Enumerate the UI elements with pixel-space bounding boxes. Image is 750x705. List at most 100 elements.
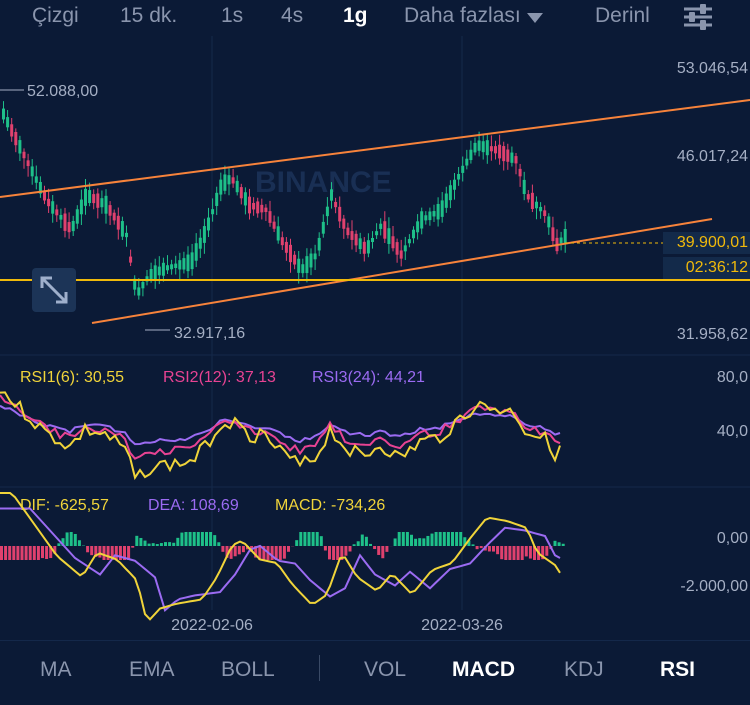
histogram-bar [221,546,225,552]
lower-trendline[interactable] [91,218,713,324]
candle [346,227,350,236]
candle [317,237,321,251]
candle [366,240,370,254]
more-dropdown[interactable]: Daha fazlası [404,4,543,28]
candle [75,209,79,224]
histogram-bar [196,532,200,546]
histogram-bar [114,546,118,560]
histogram-bar [102,546,106,560]
histogram-bar [508,546,512,560]
candle [239,187,243,199]
histogram-bar [65,532,69,546]
histogram-bar [57,543,61,546]
histogram-bar [381,546,385,559]
histogram-bar [131,546,135,548]
histogram-bar [475,546,479,550]
histogram-bar [262,546,266,560]
tab-1h[interactable]: 1s [221,4,244,27]
histogram-bar [315,532,319,546]
tab-rsi[interactable]: RSI [660,658,696,681]
histogram-bar [512,546,516,560]
expand-icon[interactable] [32,268,76,312]
indicator-tabs: MA EMA BOLL VOL MACD KDJ RSI [0,640,750,705]
histogram-bar [430,533,434,546]
candle [108,205,112,216]
histogram-bar [36,546,40,560]
candle [235,180,239,193]
histogram-bar [282,546,286,559]
candle [539,206,543,212]
tab-depth[interactable]: Derinlik [595,4,650,27]
histogram-bar [467,540,471,546]
candle [67,222,71,233]
candle [321,221,325,234]
macd-axis-label: 0,00 [717,530,748,547]
histogram-bar [258,546,262,560]
candle [293,254,297,265]
price-axis-label: 46.017,24 [677,148,748,165]
candle [424,215,428,221]
candle [174,263,178,268]
candle [330,189,333,201]
candle [457,174,461,180]
tab-ma[interactable]: MA [40,658,72,681]
histogram-bar [127,546,131,560]
macd-histogram [0,532,565,560]
candle [194,243,198,261]
candle [112,212,116,221]
histogram-bar [151,543,155,546]
histogram-bar [49,546,53,559]
tab-ema[interactable]: EMA [129,658,175,681]
candle [88,190,92,204]
histogram-bar [504,546,508,560]
candle [243,192,247,206]
candle [190,252,194,270]
histogram-bar [287,546,290,552]
tab-boll[interactable]: BOLL [221,658,275,681]
candle-countdown-tag: 02:36:12 [663,257,750,279]
candle [186,254,190,272]
histogram-bar [553,540,557,546]
histogram-bar [147,543,151,546]
histogram-bar [307,532,311,546]
histogram-bar [528,546,532,559]
tab-4h[interactable]: 4s [281,4,304,27]
histogram-bar [364,536,368,546]
tab-kdj[interactable]: KDJ [564,658,604,681]
histogram-bar [53,546,57,554]
histogram-bar [487,546,491,552]
candle [149,268,153,280]
histogram-bar [319,536,323,546]
candle [325,206,329,217]
candle [342,218,346,229]
candle [51,201,55,214]
candle [104,195,108,214]
tab-vol[interactable]: VOL [364,658,407,681]
candle [453,179,456,190]
tab-macd[interactable]: MACD [452,658,515,681]
candle [84,188,87,206]
rsi3-label: RSI3(24): 44,21 [312,369,425,386]
histogram-bar [241,546,245,553]
histogram-bar [451,532,454,546]
candle [182,258,186,270]
tab-15m[interactable]: 15 dk. [120,4,178,27]
watermark: BINANCE [255,166,392,199]
candlestick-chart[interactable]: BINANCE 52.088,00 32.917,16 53.046,54 46… [0,36,750,636]
settings-sliders-icon[interactable] [680,2,716,32]
candle [14,131,18,146]
dea-line [0,507,561,613]
candle [469,149,473,161]
candle [256,201,260,214]
candle [383,221,387,239]
candle [465,158,469,166]
tab-1d[interactable]: 1g [343,4,368,27]
candle [231,177,235,184]
histogram-bar [533,546,536,560]
histogram-bar [86,546,90,553]
current-price-tag: 39.900,01 [663,232,750,254]
tab-line[interactable]: Çizgi [32,4,79,27]
candle [116,215,120,230]
upper-trendline[interactable] [0,99,750,198]
histogram-bar [237,546,241,555]
